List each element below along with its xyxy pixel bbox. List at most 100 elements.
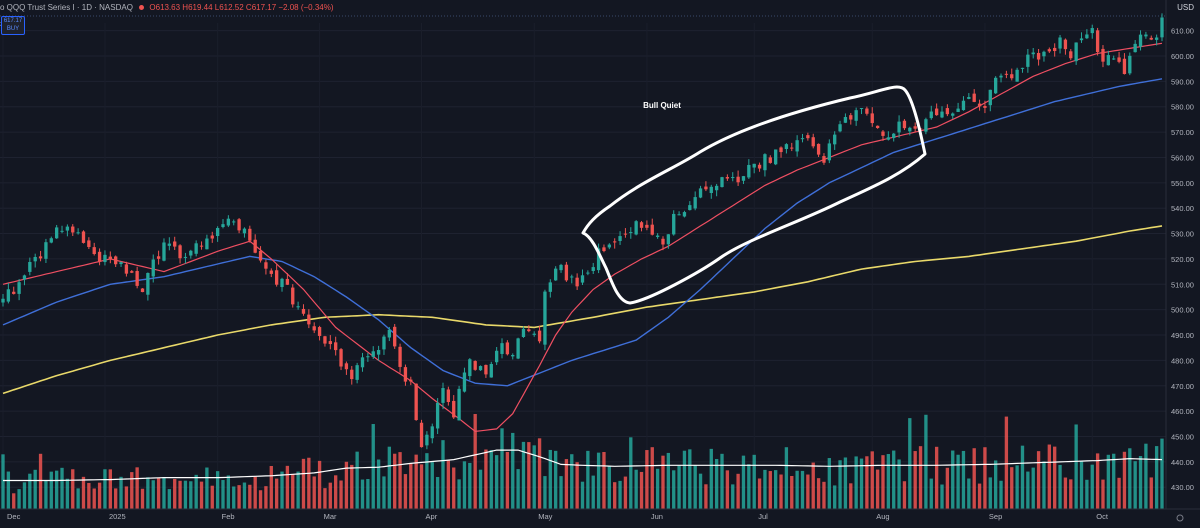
price-axis[interactable]: 610.00 600.00 590.00 580.00 570.00 560.00 550.… [0,0,1194,509]
volume-bar [763,469,767,509]
candle-body [1010,74,1014,79]
candle-body [580,275,585,283]
candle-body [173,241,177,247]
volume-bar [741,455,746,509]
volume-bar [156,477,161,509]
candle-body [435,402,440,429]
candle-body [784,144,789,150]
candle-body [371,351,375,357]
volume-bar [1004,416,1009,509]
volume-bar [934,446,939,509]
volume-bar [226,475,231,509]
volume-bar [639,471,644,509]
candle-body [97,251,102,262]
volume-bar [435,477,440,509]
candle-body [977,103,982,107]
candle-body [720,177,724,188]
volume-bar [457,479,461,509]
candle-body [591,267,595,271]
volume-bar [768,471,772,509]
candle-body [677,214,681,216]
y-tick-label: 590.00 [1171,77,1194,86]
symbol-title[interactable]: o QQQ Trust Series I · 1D · NASDAQ [0,3,133,12]
candle-body [130,271,134,273]
time-axis[interactable]: Dec 2025 Feb Mar Apr May Jun Jul Aug Sep Oct [0,508,1200,521]
candle-body [1101,48,1105,62]
buy-button[interactable]: 617.17 BUY [1,16,25,35]
volume-bar [575,462,579,509]
candle-body [602,247,606,252]
volume-bar [795,470,799,509]
candle-body [12,291,16,294]
candle-body [124,264,129,274]
volume-bar [548,449,552,509]
volume-bar [1069,479,1073,509]
candle-body [1004,73,1009,75]
candle-body [28,262,32,272]
volume-bar [1106,454,1111,509]
volume-bar [999,480,1003,509]
candle-body [951,113,955,116]
candle-body [1112,58,1116,60]
candle-body [725,177,730,179]
volume-bar [892,450,896,509]
volume-bar [650,447,654,509]
candle-body [409,379,413,382]
candle-body [1095,30,1100,53]
volume-bar [65,478,70,509]
candle-body [376,350,381,355]
volume-bar [291,474,295,509]
candle-body [897,121,901,133]
volume-bar [704,484,708,509]
volume-bar [371,424,375,509]
volume-bar [178,480,182,509]
volume-bar [682,450,687,509]
volume-bar [1010,467,1014,509]
volume-bar [323,488,327,509]
candle-body [650,224,654,235]
volume-bar [607,466,611,509]
candle-body [430,426,434,439]
candle-body [49,238,53,243]
volume-bar [183,480,188,509]
candle-body [1079,38,1084,41]
volume-bar [1026,471,1030,509]
candle-body [586,272,590,274]
volume-bar [140,488,145,509]
candle-body [285,278,290,285]
volume-bar [54,470,59,509]
grid-lines [0,15,1166,509]
volume-bar [677,465,681,509]
volume-bar [570,454,574,509]
candle-body [822,156,826,163]
volume-bar [1063,477,1068,509]
candle-body [189,250,193,256]
settings-icon[interactable] [1176,514,1184,522]
volume-bar [382,476,386,509]
candle-body [838,124,842,132]
volume-bar [409,463,413,509]
candle-body [575,277,579,287]
candle-body [1063,39,1068,50]
candle-body [87,240,91,247]
candle-body [425,434,429,446]
volume-bar [162,477,166,509]
volume-bar [929,478,933,509]
volume-bar [1160,438,1164,509]
volume-bar [1101,479,1105,509]
volume-bar [655,468,660,509]
candle-body [752,163,756,168]
volume-bar [403,474,408,509]
volume-bar [205,467,209,509]
currency-label[interactable]: USD [1177,3,1194,12]
volume-bar [720,453,724,509]
volume-bar [280,471,284,509]
volume-average-line [3,449,1163,482]
candle-body [682,212,687,217]
candle-body [489,363,493,378]
candle-body [849,115,853,120]
volume-bar [1047,444,1051,509]
volume-bar [564,459,569,509]
